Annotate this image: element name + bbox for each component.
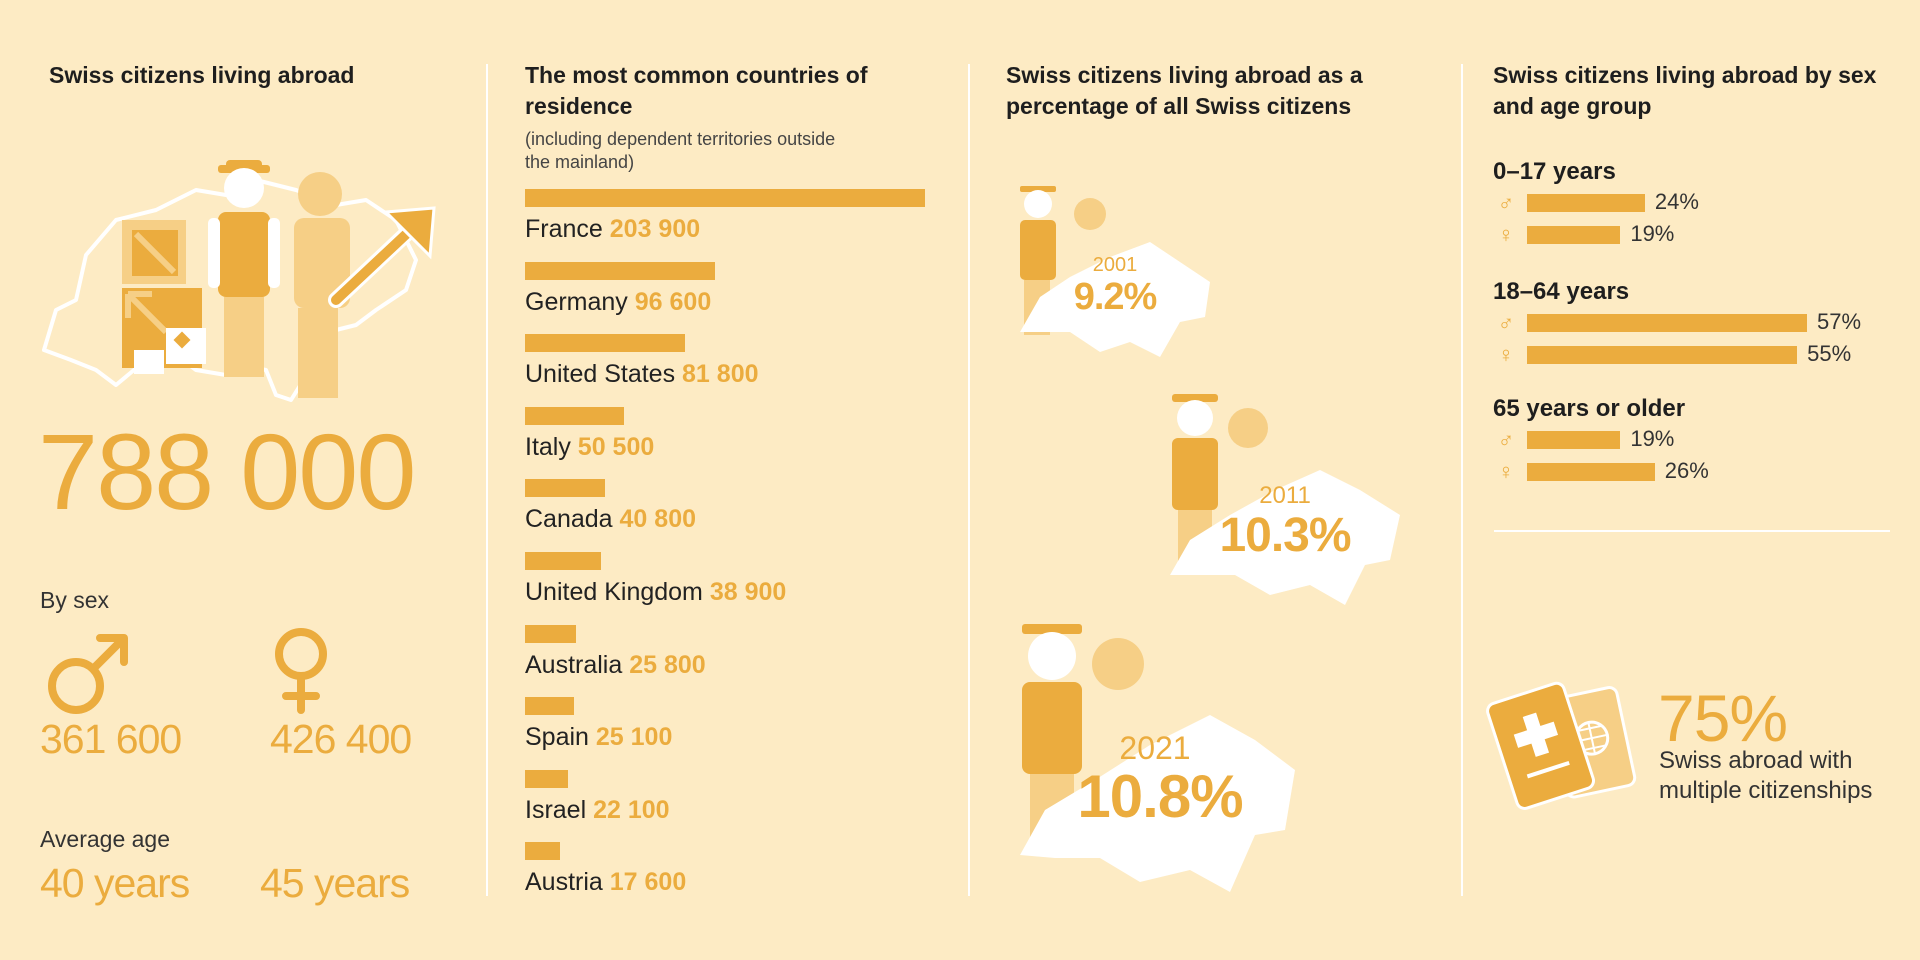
sex-age-value: 26% — [1664, 458, 1709, 483]
percentage-value: 10.3% — [1219, 509, 1351, 562]
percentage-panel: Swiss citizens living abroad as a percen… — [970, 0, 1462, 960]
female-symbol-icon: ♀ — [1497, 222, 1515, 247]
female-symbol-icon: ♀ — [1497, 342, 1515, 367]
multiple-citizenship-percentage: 75% — [1658, 681, 1788, 755]
panel-title: Swiss citizens living abroad as a percen… — [1006, 62, 1363, 119]
country-value: 17 600 — [609, 868, 687, 897]
country-value: 25 100 — [595, 723, 673, 752]
country-bar — [525, 842, 560, 861]
country-bar — [525, 479, 606, 498]
country-bar — [525, 334, 686, 353]
country-name: Italy — [525, 432, 578, 461]
switzerland-map-illustration — [1020, 186, 1210, 357]
country-name: Germany — [525, 287, 635, 316]
sex-age-value: 24% — [1654, 189, 1699, 214]
sex-age-bar — [1527, 463, 1655, 481]
country-label: Israel 22 100 — [525, 796, 670, 825]
year-label: 2001 — [1092, 254, 1138, 276]
percentage-value: 10.8% — [1077, 763, 1243, 830]
sex-age-bar — [1527, 194, 1645, 212]
country-bar — [525, 769, 569, 788]
country-label: Canada 40 800 — [525, 505, 696, 534]
country-name: Israel — [525, 795, 594, 824]
country-label: Italy 50 500 — [525, 433, 654, 462]
year-label: 2011 — [1259, 482, 1311, 509]
country-label: Germany 96 600 — [525, 288, 711, 317]
country-bar — [525, 552, 602, 570]
male-count: 361 600 — [40, 716, 182, 762]
section-divider — [1494, 530, 1890, 532]
country-value: 81 800 — [682, 360, 759, 389]
countries-panel: The most common countries of residence (… — [488, 0, 968, 960]
country-name: Spain — [525, 723, 596, 752]
country-bar — [525, 406, 625, 425]
sex-age-value: 19% — [1630, 221, 1675, 246]
country-label: Austria 17 600 — [525, 868, 686, 897]
column-divider — [1461, 64, 1463, 896]
sex-age-value: 19% — [1630, 426, 1675, 451]
column-divider — [486, 64, 488, 896]
country-value: 38 900 — [709, 578, 787, 606]
panel-title: Swiss citizens living abroad by sex and … — [1493, 62, 1877, 119]
country-value: 22 100 — [593, 795, 670, 824]
age-group-title: 18–64 years — [1493, 278, 1630, 305]
male-symbol-icon: ♂ — [1497, 427, 1515, 452]
travellers-with-luggage-illustration — [42, 160, 436, 402]
map-2011: 2011 10.3% — [1160, 390, 1410, 610]
sex-age-bar — [1527, 314, 1807, 332]
female-count: 426 400 — [270, 716, 412, 762]
country-label: Spain 25 100 — [525, 723, 672, 752]
passports-icon — [1486, 681, 1637, 810]
map-2021: 2021 10.8% — [1010, 620, 1300, 900]
year-label: 2021 — [1119, 730, 1191, 766]
country-label: United States 81 800 — [525, 360, 759, 389]
multiple-citizenship-label: Swiss abroad with multiple citizenships — [1659, 747, 1873, 804]
country-bar — [525, 697, 575, 716]
switzerland-map-illustration — [1170, 394, 1400, 605]
country-bar — [525, 189, 925, 207]
sex-age-bar — [1527, 346, 1798, 364]
column-divider — [968, 64, 970, 896]
male-average-age: 40 years — [40, 860, 190, 906]
map-2001: 2001 9.2% — [1010, 182, 1220, 362]
sex-age-bar — [1527, 226, 1621, 244]
sex-age-value: 57% — [1817, 309, 1862, 334]
male-symbol-icon: ♂ — [1497, 190, 1515, 215]
age-group-title: 65 years or older — [1493, 395, 1686, 422]
country-label: United Kingdom 38 900 — [525, 578, 786, 607]
sex-age-panel: Swiss citizens living abroad by sex and … — [1464, 0, 1920, 960]
male-symbol-icon: ♂ — [1497, 310, 1515, 335]
age-group-title: 0–17 years — [1493, 158, 1616, 185]
panel-note: (including dependent territories outside… — [525, 129, 836, 172]
country-value: 40 800 — [619, 505, 696, 534]
female-average-age: 45 years — [260, 860, 410, 906]
panel-title: The most common countries of residence — [525, 62, 868, 119]
male-symbol-icon — [48, 634, 128, 714]
country-value: 50 500 — [577, 432, 655, 461]
total-count: 788 000 — [38, 411, 416, 532]
average-age-label: Average age — [40, 826, 171, 852]
country-bar — [525, 261, 715, 280]
female-symbol-icon: ♀ — [1497, 459, 1515, 484]
country-value: 25 800 — [629, 650, 706, 679]
country-value: 96 600 — [634, 287, 712, 316]
country-bar — [525, 624, 576, 643]
country-name: United Kingdom — [525, 578, 710, 606]
by-sex-label: By sex — [40, 587, 110, 613]
country-label: France 203 900 — [525, 215, 700, 244]
country-name: Australia — [525, 650, 630, 679]
percentage-value: 9.2% — [1073, 276, 1158, 318]
sex-age-bar — [1527, 431, 1621, 449]
overview-panel: Swiss citizens living abroad 788 000 By … — [0, 0, 486, 960]
country-name: Canada — [525, 505, 620, 534]
switzerland-map-illustration — [1020, 624, 1295, 892]
panel-title: Swiss citizens living abroad — [49, 62, 355, 88]
sex-age-value: 55% — [1807, 341, 1852, 366]
country-name: France — [525, 215, 610, 243]
country-label: Australia 25 800 — [525, 651, 706, 680]
country-value: 203 900 — [609, 215, 701, 243]
female-symbol-icon — [275, 628, 327, 714]
country-name: United States — [525, 360, 683, 389]
country-name: Austria — [525, 868, 610, 897]
